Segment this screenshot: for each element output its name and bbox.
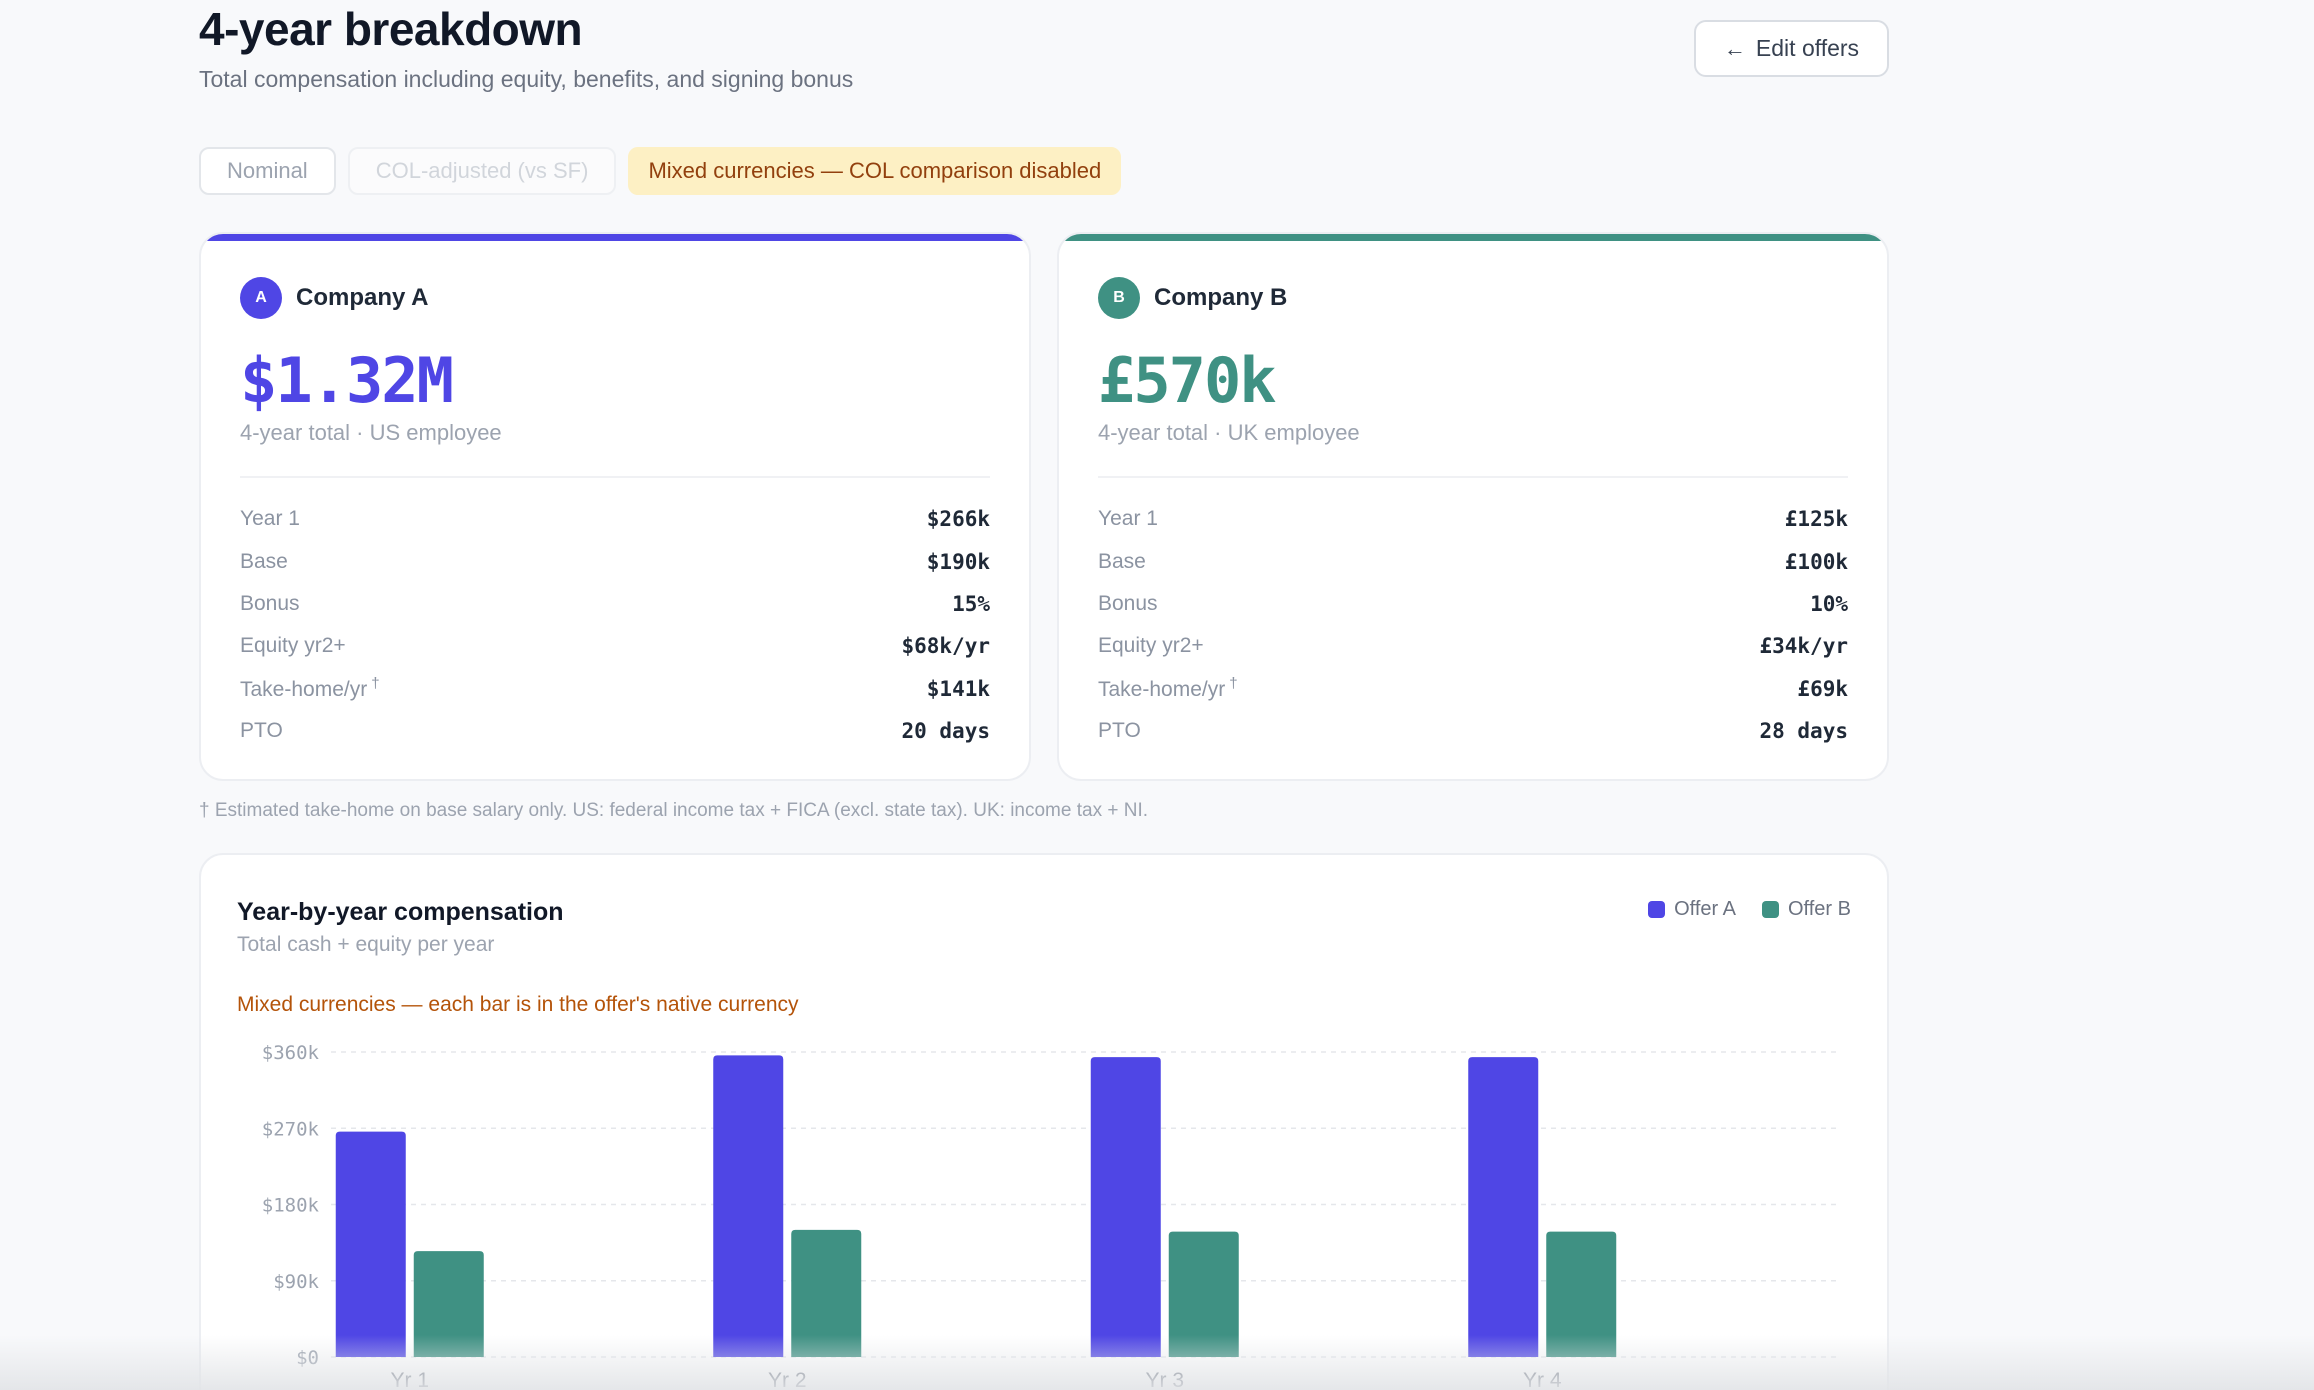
detail-row-base: Base $190k: [240, 540, 990, 582]
detail-label: Take-home/yr †: [1098, 675, 1238, 702]
detail-label: PTO: [1098, 719, 1141, 743]
detail-value: £34k/yr: [1759, 634, 1848, 659]
edit-offers-button[interactable]: ← Edit offers: [1694, 20, 1889, 77]
y-tick-label: $90k: [273, 1271, 319, 1293]
detail-label: Bonus: [240, 591, 300, 615]
card-header: A Company A: [240, 277, 428, 319]
detail-value: $141k: [926, 676, 990, 701]
page-subtitle: Total compensation including equity, ben…: [199, 66, 854, 92]
x-tick-label: Yr 4: [1523, 1369, 1562, 1390]
divider: [1098, 476, 1848, 478]
detail-label: Take-home/yr †: [240, 675, 380, 702]
detail-value: £125k: [1784, 507, 1848, 532]
legend-label: Offer A: [1674, 898, 1736, 920]
y-tick-label: $270k: [262, 1118, 320, 1140]
divider: [240, 476, 990, 478]
detail-value: $190k: [926, 549, 990, 574]
bar-offer-b: [413, 1251, 484, 1357]
company-name: Company A: [296, 284, 429, 311]
detail-label: Year 1: [240, 507, 300, 531]
detail-value: $266k: [926, 507, 990, 532]
legend-swatch: [1648, 901, 1666, 918]
bar-offer-a: [713, 1055, 784, 1357]
detail-row-take-home: Take-home/yr † $141k: [240, 668, 990, 710]
x-tick-label: Yr 1: [390, 1369, 429, 1390]
total-caption: 4-year total · UK employee: [1098, 420, 1360, 445]
bar-offer-a: [1090, 1057, 1161, 1357]
dagger-mark: †: [1229, 675, 1238, 693]
take-home-label: Take-home/yr: [240, 678, 368, 702]
detail-row-bonus: Bonus 10%: [1098, 583, 1848, 625]
detail-label: Bonus: [1098, 591, 1158, 615]
legend-label: Offer B: [1788, 898, 1851, 920]
mixed-currency-badge: Mixed currencies — COL comparison disabl…: [628, 147, 1122, 195]
detail-row-base: Base £100k: [1098, 540, 1848, 582]
mixed-currency-note: Mixed currencies — each bar is in the of…: [237, 993, 799, 1016]
offer-details: Year 1 $266k Base $190k Bonus 15% Equity yr…: [240, 498, 990, 752]
detail-value: 10%: [1810, 591, 1848, 616]
bar-offer-a: [1468, 1057, 1539, 1357]
detail-label: PTO: [240, 719, 283, 743]
card-accent-bar: [201, 234, 1029, 241]
detail-label: Base: [1098, 549, 1146, 573]
bar-offer-a: [335, 1131, 406, 1357]
legend-item-offer-a[interactable]: Offer A: [1648, 898, 1736, 921]
detail-row-take-home: Take-home/yr † £69k: [1098, 668, 1848, 710]
y-tick-label: $180k: [262, 1195, 320, 1217]
detail-row-equity: Equity yr2+ £34k/yr: [1098, 625, 1848, 667]
offer-card-b: B Company B £570k 4-year total · UK empl…: [1057, 232, 1889, 781]
y-tick-label: $0: [296, 1347, 319, 1369]
detail-value: 15%: [952, 591, 990, 616]
detail-row-year1: Year 1 $266k: [240, 498, 990, 540]
detail-row-year1: Year 1 £125k: [1098, 498, 1848, 540]
chart-subtitle: Total cash + equity per year: [237, 933, 495, 956]
take-home-footnote: † Estimated take-home on base salary onl…: [199, 800, 1148, 821]
page-title: 4-year breakdown: [199, 3, 583, 55]
bar-offer-b: [1168, 1231, 1239, 1357]
y-tick-label: $360k: [262, 1042, 320, 1064]
four-year-total: $1.32M: [240, 344, 454, 417]
bar-offer-b: [791, 1229, 862, 1357]
chart-title: Year-by-year compensation: [237, 898, 564, 926]
x-tick-label: Yr 3: [1145, 1369, 1184, 1390]
detail-row-pto: PTO 28 days: [1098, 710, 1848, 752]
detail-value: £69k: [1797, 676, 1848, 701]
arrow-left-icon: ←: [1723, 35, 1746, 61]
col-adjusted-toggle[interactable]: COL-adjusted (vs SF): [347, 147, 617, 195]
detail-label: Year 1: [1098, 507, 1158, 531]
x-tick-label: Yr 2: [768, 1369, 807, 1390]
detail-value: $68k/yr: [901, 634, 990, 659]
detail-row-pto: PTO 20 days: [240, 710, 990, 752]
chart-legend: Offer A Offer B: [1648, 898, 1851, 921]
detail-label: Equity yr2+: [240, 634, 346, 658]
take-home-label: Take-home/yr: [1098, 678, 1226, 702]
company-avatar: B: [1098, 277, 1140, 319]
legend-swatch: [1762, 901, 1779, 918]
detail-row-bonus: Bonus 15%: [240, 583, 990, 625]
view-toggle: Nominal COL-adjusted (vs SF) Mixed curre…: [199, 146, 1122, 196]
detail-row-equity: Equity yr2+ $68k/yr: [240, 625, 990, 667]
detail-value: 28 days: [1759, 719, 1848, 744]
detail-label: Equity yr2+: [1098, 634, 1204, 658]
offer-card-a: A Company A $1.32M 4-year total · US emp…: [199, 232, 1031, 781]
card-accent-bar: [1059, 234, 1887, 241]
edit-offers-label: Edit offers: [1755, 35, 1860, 61]
bar-chart: $0 $90k $180k $270k $360k Yr 1 Yr 2 Yr 3 Yr 4: [262, 1042, 1841, 1390]
dagger-mark: †: [371, 675, 380, 693]
detail-value: £100k: [1784, 549, 1848, 574]
detail-value: 20 days: [901, 719, 990, 744]
offer-details: Year 1 £125k Base £100k Bonus 10% Equity yr…: [1098, 498, 1848, 752]
card-header: B Company B: [1098, 277, 1287, 319]
company-name: Company B: [1154, 284, 1288, 311]
legend-item-offer-b[interactable]: Offer B: [1762, 898, 1851, 921]
total-caption: 4-year total · US employee: [240, 420, 502, 445]
four-year-total: £570k: [1098, 344, 1277, 417]
yearly-comp-chart-card: Year-by-year compensation Total cash + e…: [199, 853, 1889, 1390]
detail-label: Base: [240, 549, 288, 573]
company-avatar: A: [240, 277, 282, 319]
nominal-toggle[interactable]: Nominal: [199, 147, 336, 195]
bar-offer-b: [1546, 1231, 1617, 1357]
